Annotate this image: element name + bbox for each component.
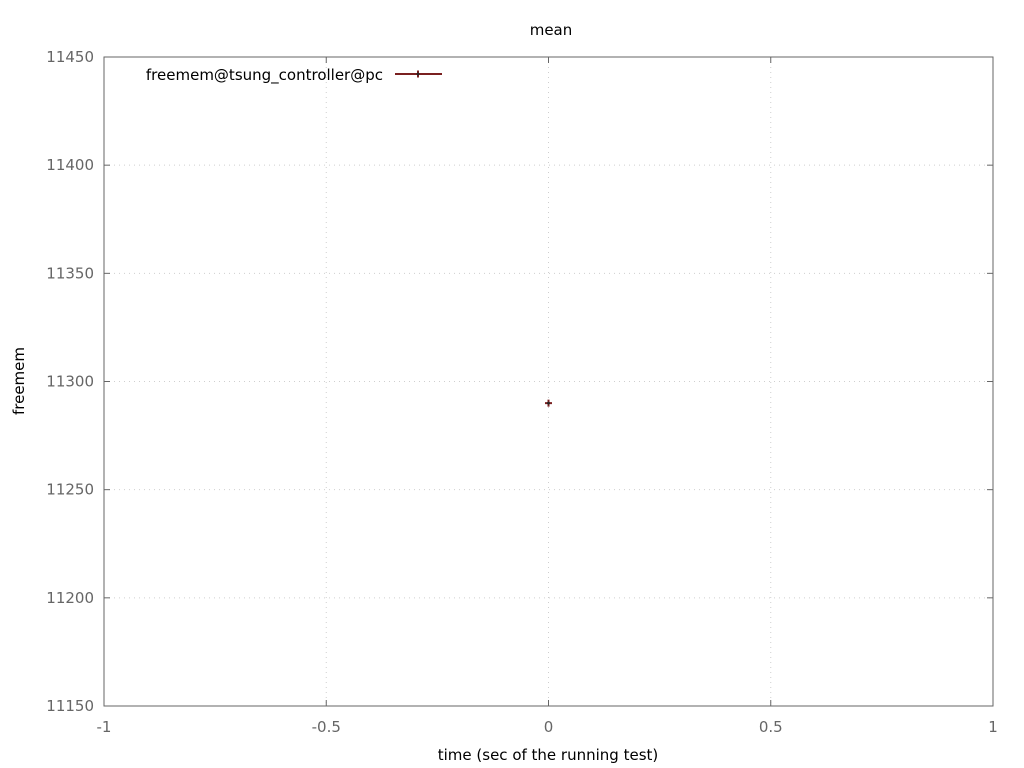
legend: freemem@tsung_controller@pc [146, 66, 442, 85]
grid-lines [104, 57, 993, 706]
axis-ticks: -1 -0.5 0 0.5 1 11150 11200 11250 11300 11350 1140… [46, 48, 997, 736]
y-tick-label: 11300 [46, 373, 94, 391]
legend-marker [414, 70, 422, 78]
legend-point-marker [414, 70, 422, 78]
y-tick-label: 11150 [46, 697, 94, 715]
y-tick-label: 11350 [46, 264, 94, 282]
chart-title: mean [530, 21, 573, 39]
y-tick-label: 11450 [46, 48, 94, 66]
legend-label: freemem@tsung_controller@pc [146, 66, 383, 85]
x-tick-label: -1 [97, 718, 112, 736]
y-axis-label: freemem [10, 347, 28, 415]
x-tick-label: 1 [988, 718, 998, 736]
y-tick-label: 11200 [46, 589, 94, 607]
x-axis-label: time (sec of the running test) [438, 746, 659, 764]
y-tick-label: 11400 [46, 156, 94, 174]
x-tick-label: 0 [544, 718, 554, 736]
x-tick-label: 0.5 [759, 718, 783, 736]
data-points [545, 399, 552, 407]
y-tick-label: 11250 [46, 481, 94, 499]
data-point [545, 399, 552, 407]
x-tick-label: -0.5 [312, 718, 341, 736]
